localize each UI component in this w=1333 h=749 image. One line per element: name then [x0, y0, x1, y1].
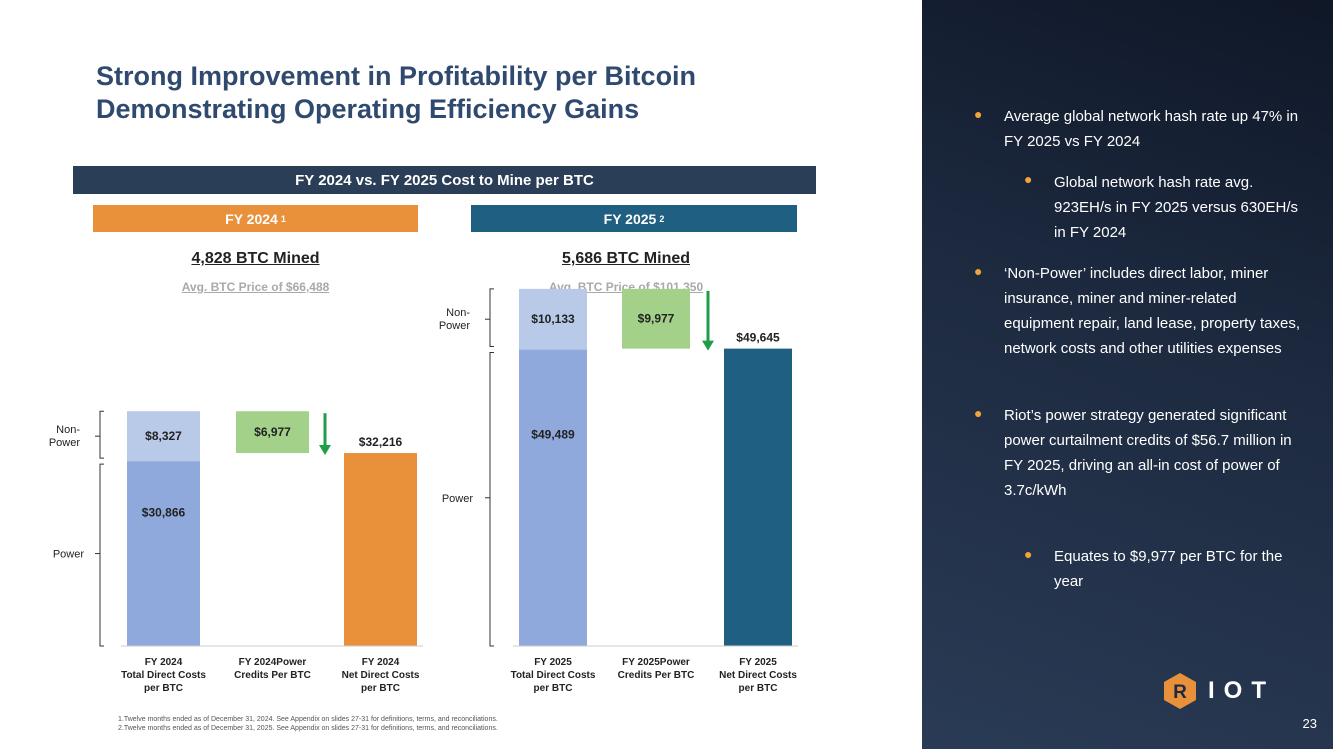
fy2024-credits-value-label: $6,977: [254, 425, 291, 439]
fy2024-category-label: FY 2024: [145, 657, 183, 668]
footnote-2: 2.Twelve months ended as of December 31,…: [118, 725, 498, 732]
riot-wordmark: IOT: [1208, 677, 1275, 704]
cost-to-mine-charts: $30,866 $8,327 $6,977 $32,216 FY 2024 Total D…: [49, 288, 798, 694]
bullet-dot: ●: [974, 405, 983, 421]
fy2024-nonpower-bracket: [99, 410, 104, 459]
bullet-dot: ●: [974, 106, 983, 122]
comparison-header: FY 2024 vs. FY 2025 Cost to Mine per BTC: [73, 166, 816, 194]
fy2025-down-arrow-head: [702, 340, 714, 351]
page-number: 23: [1302, 716, 1317, 731]
fy2025-power-bracket: [489, 352, 494, 647]
fy2025-footnote-ref: 2: [659, 213, 665, 224]
fy2025-category-label: FY 2025Power: [622, 657, 690, 668]
riot-hexagon-icon: R: [1164, 673, 1196, 709]
fy2025-credits-bar: [622, 288, 690, 349]
fy2025-net-value-label: $49,645: [736, 331, 780, 345]
fy2024-net-value-label: $32,216: [359, 435, 403, 449]
fy2024-credits-bar: [236, 411, 309, 454]
fy2025-total-power-bar: [519, 349, 587, 646]
fy2024-nonpower-bracket-label: Power: [49, 437, 81, 449]
fy2024-avg-price: Avg. BTC Price of $66,488: [181, 280, 330, 294]
bullet-power-strategy: Riot’s power strategy generated signific…: [1004, 407, 1292, 499]
fy2024-power-bracket-label: Power: [53, 549, 85, 561]
fy2025-category-label: per BTC: [534, 683, 573, 694]
title-line-1: Strong Improvement in Profitability per …: [96, 61, 697, 91]
fy2024-category-label: Total Direct Costs: [121, 670, 206, 681]
fy2024-net-bar: [344, 453, 417, 646]
fy2025-category-label: FY 2025: [739, 657, 777, 668]
fy2024-power-value-label: $30,866: [142, 506, 186, 520]
fy2025-net-bar: [724, 348, 792, 646]
fy2025-nonpower-bracket: [489, 288, 494, 348]
fy2025-power-value-label: $49,489: [531, 427, 575, 441]
fy2025-nonpower-bracket-label: Non-: [446, 307, 470, 319]
fy2024-total-power-bar: [127, 461, 200, 646]
fy2025-label: FY 2025: [603, 210, 657, 227]
fy2025-credits-value-label: $9,977: [638, 312, 675, 326]
fy2024-category-label: FY 2024Power: [239, 657, 307, 668]
fy2024-category-label: per BTC: [361, 683, 400, 694]
fy2024-header: FY 2024 1: [93, 205, 418, 232]
bullet-hash-rate-detail: Global network hash rate avg. 923EH/s in…: [1054, 174, 1299, 241]
fy2024-category-label: FY 2024: [362, 657, 400, 668]
fy2025-category-label: Credits Per BTC: [618, 670, 695, 681]
fy2025-header: FY 2025 2: [471, 205, 797, 232]
fy2025-category-label: per BTC: [739, 683, 778, 694]
highlights-panel: ● Average global network hash rate up 47…: [922, 0, 1333, 749]
fy2025-category-label: FY 2025: [534, 657, 572, 668]
page-title: Strong Improvement in Profitability per …: [96, 60, 856, 126]
bullet-dot: ●: [1024, 171, 1033, 187]
footnote-1: 1.Twelve months ended as of December 31,…: [118, 716, 498, 723]
fy2025-total-nonpower-bar: [519, 288, 587, 350]
fy2024-category-label: per BTC: [144, 683, 183, 694]
fy2024-down-arrow-head: [319, 445, 331, 456]
bullet-dot: ●: [974, 263, 983, 279]
fy2024-nonpower-value-label: $8,327: [145, 429, 182, 443]
fy2024-category-label: Credits Per BTC: [234, 670, 311, 681]
fy2024-footnote-ref: 1: [280, 213, 286, 224]
fy2025-category-label: Net Direct Costs: [719, 670, 797, 681]
fy2024-total-nonpower-bar: [127, 411, 200, 462]
bullet-hash-rate: Average global network hash rate up 47% …: [1004, 108, 1299, 150]
fy2025-btc-mined: 5,686 BTC Mined: [561, 250, 691, 267]
fy2025-category-label: Total Direct Costs: [511, 670, 596, 681]
bullet-dot: ●: [1024, 546, 1033, 562]
riot-logo: R IOT: [1162, 672, 1275, 710]
bullet-per-btc: Equates to $9,977 per BTC for the year: [1054, 548, 1283, 590]
fy2024-label: FY 2024: [225, 210, 278, 227]
fy2024-power-bracket: [99, 463, 104, 647]
footnotes: 1.Twelve months ended as of December 31,…: [118, 715, 498, 733]
fy2025-nonpower-bracket-label: Power: [439, 320, 471, 332]
fy2025-power-bracket-label: Power: [442, 493, 474, 505]
fy2024-btc-mined: 4,828 BTC Mined: [191, 250, 320, 267]
fy2024-category-label: Net Direct Costs: [342, 670, 420, 681]
fy2024-nonpower-bracket-label: Non-: [56, 424, 80, 436]
logo-letter: R: [1173, 682, 1187, 703]
bullet-non-power: ‘Non-Power’ includes direct labor, miner…: [1004, 265, 1301, 357]
title-line-2: Demonstrating Operating Efficiency Gains: [96, 94, 640, 124]
fy2025-nonpower-value-label: $10,133: [531, 312, 575, 326]
